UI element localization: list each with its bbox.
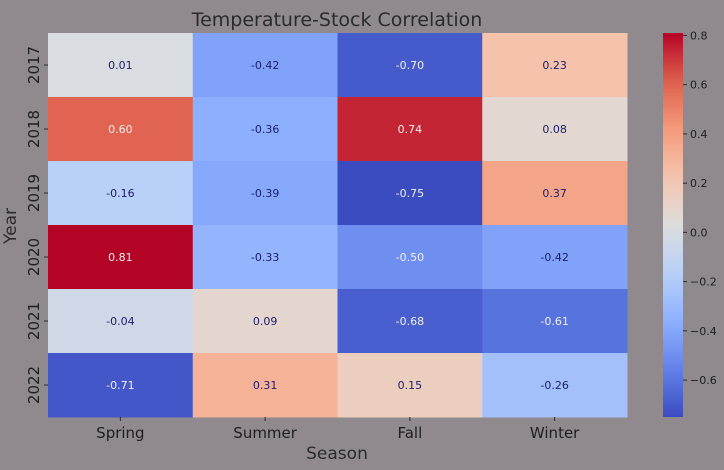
heatmap-cell — [192, 353, 338, 418]
colorbar-tick-label: 0.6 — [690, 79, 708, 92]
x-tick-label: Spring — [96, 424, 144, 442]
cell-value-label: -0.75 — [396, 187, 424, 200]
heatmap-cell — [48, 289, 194, 354]
cell-value-label: 0.09 — [253, 315, 278, 328]
y-tick-label: 2020 — [25, 238, 43, 276]
colorbar-tick-label: −0.4 — [690, 325, 717, 338]
heatmap-cell — [337, 161, 483, 226]
heatmap-cell — [337, 225, 483, 290]
heatmap-cell — [482, 97, 628, 162]
y-axis-title: Year — [1, 208, 21, 245]
colorbar — [663, 33, 683, 417]
cell-value-label: -0.70 — [396, 59, 424, 72]
cell-value-label: 0.15 — [398, 379, 423, 392]
heatmap-cell — [48, 33, 194, 98]
y-tick-label: 2019 — [25, 174, 43, 212]
cell-value-label: 0.37 — [542, 187, 567, 200]
cell-value-label: -0.33 — [251, 251, 279, 264]
cell-value-label: 0.60 — [108, 123, 133, 136]
cell-value-label: -0.26 — [540, 379, 568, 392]
y-tick-label: 2017 — [25, 46, 43, 84]
colorbar-tick-label: 0.4 — [690, 128, 708, 141]
heatmap-cell — [337, 97, 483, 162]
x-tick-label: Summer — [233, 424, 297, 442]
heatmap-cell — [192, 33, 338, 98]
heatmap-cell — [337, 289, 483, 354]
heatmap-cell — [482, 353, 628, 418]
heatmap-cell — [48, 353, 194, 418]
heatmap-cell — [192, 97, 338, 162]
cell-value-label: -0.36 — [251, 123, 279, 136]
colorbar-tick-label: −0.6 — [690, 374, 717, 387]
cell-value-label: -0.71 — [106, 379, 134, 392]
heatmap-cell — [192, 161, 338, 226]
heatmap-cell — [482, 161, 628, 226]
heatmap-cell — [48, 225, 194, 290]
x-tick-label: Fall — [397, 424, 422, 442]
y-tick-label: 2021 — [25, 302, 43, 340]
heatmap-cell — [48, 97, 194, 162]
y-axis-ticks: 2017 2018 2019 2020 2021 2022 — [25, 46, 48, 404]
heatmap-cell — [482, 289, 628, 354]
heatmap-cells: 0.01 -0.42 -0.70 0.23 0.60 -0.36 0.74 0.08 -0.16… — [48, 33, 628, 418]
cell-value-label: -0.61 — [540, 315, 568, 328]
heatmap-cell — [482, 33, 628, 98]
cell-value-label: 0.74 — [398, 123, 423, 136]
heatmap-cell — [482, 225, 628, 290]
cell-value-label: -0.16 — [106, 187, 134, 200]
cell-value-label: 0.01 — [108, 59, 133, 72]
cell-value-label: 0.23 — [542, 59, 567, 72]
x-axis-ticks: Spring Summer Fall Winter — [96, 417, 580, 442]
cell-value-label: -0.42 — [251, 59, 279, 72]
cell-value-label: 0.81 — [108, 251, 133, 264]
x-tick-label: Winter — [530, 424, 580, 442]
cell-value-label: -0.04 — [106, 315, 134, 328]
heatmap-cell — [337, 353, 483, 418]
cell-value-label: 0.08 — [542, 123, 567, 136]
cell-value-label: -0.39 — [251, 187, 279, 200]
heatmap-cell — [48, 161, 194, 226]
y-tick-label: 2018 — [25, 110, 43, 148]
colorbar-tick-label: −0.2 — [690, 276, 717, 289]
cell-value-label: -0.68 — [396, 315, 424, 328]
x-axis-title: Season — [306, 444, 368, 464]
colorbar-tick-label: 0.2 — [690, 177, 708, 190]
y-tick-label: 2022 — [25, 366, 43, 404]
heatmap-cell — [337, 33, 483, 98]
cell-value-label: -0.42 — [540, 251, 568, 264]
colorbar-tick-label: 0.8 — [690, 29, 708, 42]
chart-title: Temperature-Stock Correlation — [191, 9, 483, 31]
cell-value-label: 0.31 — [253, 379, 278, 392]
colorbar-ticks: 0.8 0.6 0.4 0.2 0.0 −0.2 −0.4 −0.6 — [683, 29, 717, 387]
cell-value-label: -0.50 — [396, 251, 424, 264]
heatmap-cell — [192, 225, 338, 290]
heatmap-cell — [192, 289, 338, 354]
colorbar-tick-label: 0.0 — [690, 226, 708, 239]
